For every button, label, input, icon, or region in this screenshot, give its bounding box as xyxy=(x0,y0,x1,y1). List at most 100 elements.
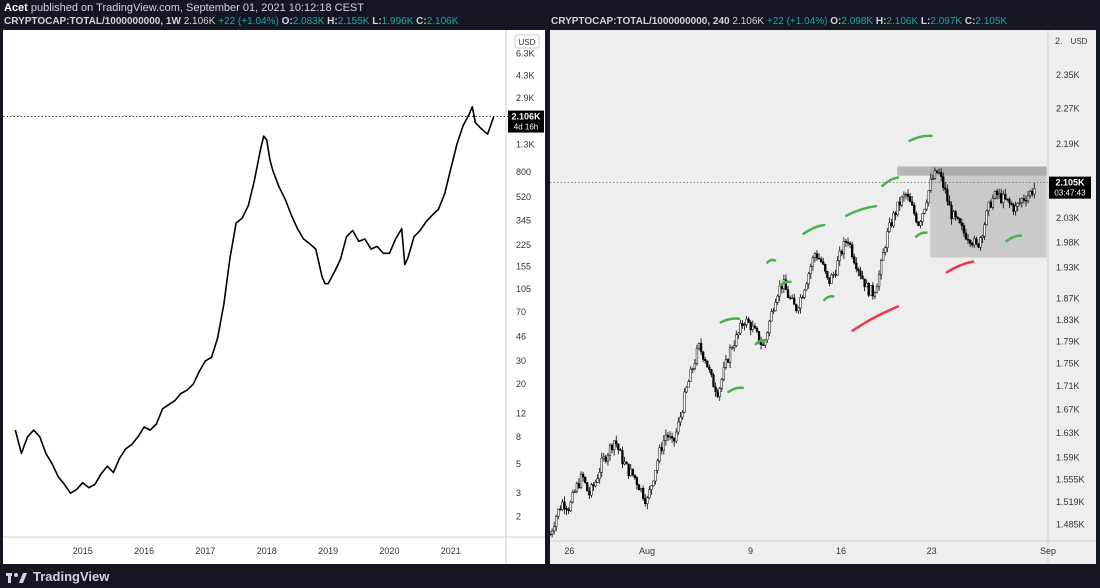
candle-body xyxy=(797,307,800,312)
candle-body xyxy=(561,501,564,511)
left-symbol[interactable]: CRYPTOCAP:TOTAL/1000000000 xyxy=(4,16,161,27)
candle-body xyxy=(712,374,715,388)
candle-body xyxy=(956,216,959,219)
left-y-tick-label: 5 xyxy=(516,459,521,469)
support-trend-mark[interactable] xyxy=(844,204,878,218)
candle-body xyxy=(555,516,558,527)
candle-body xyxy=(687,381,690,388)
support-trend-mark[interactable] xyxy=(766,258,777,264)
candle-body xyxy=(559,508,562,511)
candle-body xyxy=(770,311,773,322)
candle-body xyxy=(950,204,953,220)
candle-body xyxy=(801,297,804,299)
candle-body xyxy=(710,369,713,376)
right-price-axis[interactable]: 2.35K 2.27K 2.19K 2.03K 1.98K 1.93K 1.87K 1.83K… xyxy=(1056,70,1085,530)
left-interval[interactable]: 1W xyxy=(165,16,181,27)
left-x-tick-label: 2021 xyxy=(441,546,461,556)
right-chart-background xyxy=(550,30,1096,564)
candle-body xyxy=(987,201,990,212)
candle-body xyxy=(621,450,624,465)
right-x-tick-label: 26 xyxy=(564,546,574,556)
candle-body xyxy=(997,193,1001,196)
candle-body xyxy=(641,488,645,499)
support-trend-mark[interactable] xyxy=(754,338,768,346)
candle-body xyxy=(913,204,916,214)
candle-body xyxy=(1000,193,1003,203)
footer-brand[interactable]: TradingView xyxy=(6,569,109,584)
left-price-axis[interactable]: 6.3K4.3K2.9K1.3K800520345225155105704630… xyxy=(516,49,535,522)
right-time-axis[interactable]: 26 Aug 9 16 23 Sep xyxy=(564,546,1056,556)
candle-body xyxy=(799,297,802,309)
left-time-axis[interactable]: 2015 2016 2017 2018 2019 2020 2021 xyxy=(73,546,461,556)
candle-body xyxy=(807,273,810,285)
candle-body xyxy=(869,285,872,296)
candle-body xyxy=(708,366,711,370)
candle-body xyxy=(840,250,843,255)
candle-body xyxy=(906,193,910,197)
left-weekly-chart[interactable]: 6.3K4.3K2.9K1.3K800520345225155105704630… xyxy=(3,30,545,564)
candle-body xyxy=(683,391,686,413)
candle-body xyxy=(726,359,730,363)
low-trend-mark[interactable] xyxy=(945,260,975,274)
right-4h-chart[interactable]: 2.35K 2.27K 2.19K 2.03K 1.98K 1.93K 1.87K 1.83K… xyxy=(550,30,1096,564)
candle-body xyxy=(602,456,605,459)
candle-body xyxy=(550,530,554,535)
support-trend-mark[interactable] xyxy=(822,295,835,302)
candle-body xyxy=(567,509,570,512)
candle-body xyxy=(884,247,887,253)
candle-body xyxy=(848,242,852,245)
right-price-label-box xyxy=(1049,176,1091,199)
low-trend-mark[interactable] xyxy=(851,305,900,332)
author-name[interactable]: Acet xyxy=(4,2,28,14)
support-trend-mark[interactable] xyxy=(727,386,744,394)
candle-body xyxy=(675,431,678,442)
candle-body xyxy=(871,285,875,297)
support-trend-mark[interactable] xyxy=(1005,234,1023,243)
candle-body xyxy=(673,437,676,442)
right-countdown-text: 03:47:43 xyxy=(1054,189,1086,198)
candle-body xyxy=(575,483,579,492)
candle-body xyxy=(1022,198,1026,201)
candle-body xyxy=(668,436,672,438)
support-trend-mark[interactable] xyxy=(802,223,826,235)
right-interval[interactable]: 240 xyxy=(712,16,730,27)
support-trend-mark[interactable] xyxy=(908,134,933,142)
candle-body xyxy=(890,222,893,227)
candle-body xyxy=(991,198,995,208)
right-y-tick-label: 1.79K xyxy=(1056,336,1080,346)
left-y-tick-label: 225 xyxy=(516,240,531,250)
left-y-tick-label: 70 xyxy=(516,307,526,317)
candle-body xyxy=(1014,205,1017,212)
support-trend-mark[interactable] xyxy=(881,176,900,188)
right-trend-annotations[interactable] xyxy=(719,134,1023,394)
candle-body xyxy=(995,191,999,196)
candle-body xyxy=(853,256,856,264)
candle-body xyxy=(639,488,643,491)
candle-body xyxy=(875,286,879,294)
left-currency-box[interactable] xyxy=(514,34,540,49)
candle-body xyxy=(851,244,854,258)
candle-body xyxy=(809,266,812,275)
candle-body xyxy=(865,282,868,288)
resistance-band[interactable] xyxy=(897,166,1047,176)
left-y-tick-label: 3 xyxy=(516,488,521,498)
left-countdown-text: 4d 16h xyxy=(514,123,538,132)
candle-body xyxy=(610,444,614,451)
right-last: 2.106K xyxy=(732,16,765,27)
right-y-tick-label: 1.87K xyxy=(1056,294,1080,304)
support-trend-mark[interactable] xyxy=(719,317,741,324)
candle-body xyxy=(1018,202,1021,204)
right-y-tick-label: 1.485K xyxy=(1056,519,1085,529)
candle-body xyxy=(774,302,777,312)
candle-body xyxy=(786,289,790,298)
candle-body xyxy=(693,363,697,369)
right-y-tick-label: 1.71K xyxy=(1056,381,1080,391)
left-x-tick-label: 2019 xyxy=(318,546,338,556)
right-currency-label[interactable]: USD xyxy=(1071,37,1088,46)
candle-body xyxy=(654,470,657,482)
support-trend-mark[interactable] xyxy=(914,231,928,238)
candle-body xyxy=(1002,194,1005,203)
support-trend-mark[interactable] xyxy=(778,280,792,287)
right-symbol[interactable]: CRYPTOCAP:TOTAL/1000000000 xyxy=(551,16,708,27)
right-x-tick-label: 16 xyxy=(836,546,846,556)
